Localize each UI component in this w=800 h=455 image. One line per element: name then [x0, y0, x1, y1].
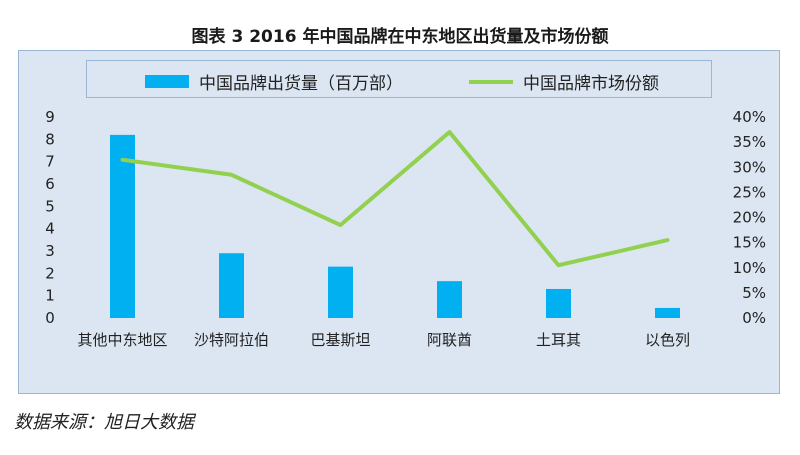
- left-axis-tick-label: 8: [45, 130, 55, 148]
- legend-label-shipments: 中国品牌出货量（百万部）: [199, 74, 403, 94]
- bar: [546, 288, 571, 318]
- bar: [655, 307, 680, 318]
- legend-swatch-line: [469, 79, 513, 84]
- bar: [437, 281, 462, 318]
- right-axis-tick-label: 25%: [733, 183, 766, 201]
- legend: 中国品牌出货量（百万部） 中国品牌市场份额: [86, 60, 712, 98]
- left-axis-tick-label: 9: [45, 108, 55, 126]
- right-axis-tick-label: 5%: [742, 284, 766, 302]
- left-axis-tick-label: 1: [45, 287, 55, 305]
- category-label: 其他中东地区: [77, 331, 167, 349]
- right-axis-tick-label: 0%: [742, 309, 766, 327]
- category-label: 土耳其: [536, 331, 581, 349]
- right-axis-tick-label: 20%: [733, 209, 766, 227]
- left-axis-tick-label: 7: [45, 153, 55, 171]
- right-axis-tick-label: 35%: [733, 133, 766, 151]
- chart-panel: [18, 50, 780, 394]
- legend-swatch-bar: [145, 75, 189, 88]
- legend-item-shipments: 中国品牌出货量（百万部）: [145, 69, 403, 94]
- legend-item-share: 中国品牌市场份额: [469, 69, 659, 94]
- share-line: [120, 130, 670, 268]
- left-axis-tick-label: 0: [45, 309, 55, 327]
- chart-title: 图表 3 2016 年中国品牌在中东地区出货量及市场份额: [191, 27, 609, 47]
- right-axis-tick-label: 30%: [733, 158, 766, 176]
- right-axis-tick-label: 10%: [733, 259, 766, 277]
- category-label: 巴基斯坦: [310, 331, 370, 349]
- bar: [219, 253, 244, 318]
- category-label: 阿联酋: [427, 331, 472, 349]
- legend-label-share: 中国品牌市场份额: [523, 74, 659, 94]
- bar: [328, 266, 353, 318]
- category-label: 沙特阿拉伯: [194, 331, 269, 349]
- bar: [110, 134, 135, 318]
- left-axis-tick-label: 2: [45, 264, 55, 282]
- left-axis-tick-label: 5: [45, 197, 55, 215]
- right-axis-tick-label: 15%: [733, 234, 766, 252]
- category-label: 以色列: [645, 331, 690, 349]
- source-note: 数据来源：旭日大数据: [14, 412, 194, 433]
- left-axis-tick-label: 4: [45, 220, 55, 238]
- right-axis-tick-label: 40%: [733, 108, 766, 126]
- left-axis-tick-label: 6: [45, 175, 55, 193]
- left-axis-tick-label: 3: [45, 242, 55, 260]
